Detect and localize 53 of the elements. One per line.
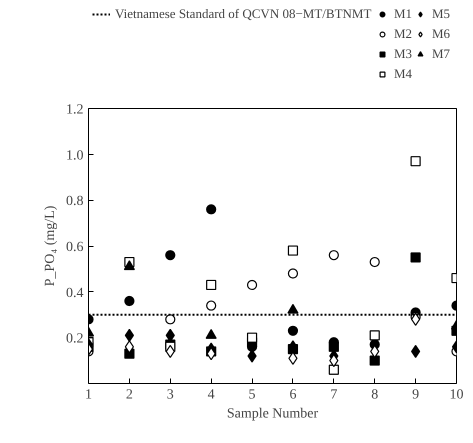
x-tick-label: 3 xyxy=(166,388,174,402)
x-tick-label: 10 xyxy=(450,388,464,402)
point xyxy=(124,328,134,342)
x-tick-label: 4 xyxy=(208,388,215,402)
point xyxy=(410,156,421,166)
point xyxy=(124,260,135,270)
point xyxy=(206,280,216,290)
legend-label: M3 xyxy=(394,46,414,62)
point xyxy=(288,268,298,279)
point xyxy=(165,314,176,324)
point xyxy=(288,326,298,336)
point xyxy=(328,364,339,375)
x-tick-label: 1 xyxy=(85,388,92,402)
x-tick-label: 9 xyxy=(412,388,420,402)
y-tick-label: 0.6 xyxy=(66,240,84,255)
legend-label: M4 xyxy=(394,66,414,82)
y-tick-label: 0.4 xyxy=(66,286,84,301)
point xyxy=(124,296,134,306)
point xyxy=(328,342,339,352)
x-tick-label: 8 xyxy=(371,388,378,402)
y-axis-title: P_PO₄ (mg/L) xyxy=(43,205,58,286)
point xyxy=(411,312,420,326)
x-tick-label: 5 xyxy=(248,388,256,402)
legend-label: M6 xyxy=(432,26,452,42)
point xyxy=(246,332,258,343)
legend-label: M5 xyxy=(432,6,452,22)
y-tick-label: 1.0 xyxy=(66,148,84,164)
legend-label: M2 xyxy=(394,26,414,42)
point xyxy=(246,280,258,290)
y-tick-label: 1.2 xyxy=(66,102,84,118)
y-tick-label: 0.2 xyxy=(66,332,84,347)
legend-label: Vietnamese Standard of QCVN 08−MT/BTNMT xyxy=(115,6,372,22)
legend-label: M1 xyxy=(394,6,414,22)
point xyxy=(124,340,134,354)
point xyxy=(328,250,339,260)
point xyxy=(206,347,216,360)
x-tick-label: 2 xyxy=(126,388,133,402)
point xyxy=(206,300,216,311)
point xyxy=(206,329,217,339)
point xyxy=(370,355,380,366)
point xyxy=(288,245,298,256)
y-tick-label: 0.8 xyxy=(66,194,84,210)
point xyxy=(370,256,380,268)
x-axis-title: Sample Number xyxy=(226,406,319,422)
point xyxy=(206,204,216,214)
point xyxy=(165,250,176,260)
x-tick-label: 7 xyxy=(330,388,338,402)
point xyxy=(410,252,421,263)
point xyxy=(288,352,298,365)
x-tick-label: 6 xyxy=(289,388,296,402)
point xyxy=(287,304,299,314)
point xyxy=(370,330,380,340)
legend-label: M7 xyxy=(432,46,452,62)
